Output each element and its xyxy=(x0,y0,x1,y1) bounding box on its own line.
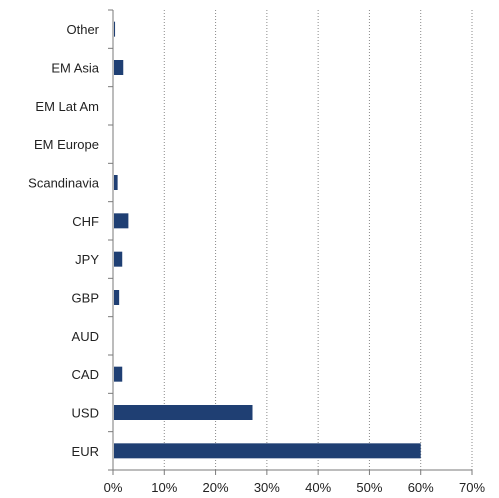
gridlines xyxy=(163,10,473,470)
x-tick-label: 70% xyxy=(459,480,485,495)
bar-eur xyxy=(114,443,421,459)
bar-cad xyxy=(114,366,123,382)
x-tick-label: 10% xyxy=(151,480,177,495)
x-tick-label: 40% xyxy=(305,480,331,495)
bar-jpy xyxy=(114,251,123,267)
bar-usd xyxy=(114,405,253,420)
category-label: Other xyxy=(66,22,99,37)
category-label: CHF xyxy=(72,214,99,229)
category-label: AUD xyxy=(72,329,99,344)
category-label: Scandinavia xyxy=(28,176,100,191)
bar-scandinavia xyxy=(114,175,118,190)
labels: 0% 10% 20% 30% 40% 50% 60% 70% EUR USD CAD AUD GBP JP… xyxy=(28,22,485,495)
axes xyxy=(108,9,473,475)
category-label: USD xyxy=(72,406,99,421)
category-label: GBP xyxy=(72,291,99,306)
x-tick-label: 0% xyxy=(104,480,123,495)
bar-chf xyxy=(114,213,129,229)
category-label: EM Europe xyxy=(34,137,99,152)
x-tick-label: 50% xyxy=(356,480,382,495)
category-label: JPY xyxy=(75,252,99,267)
category-label: EM Asia xyxy=(51,61,99,76)
category-label: CAD xyxy=(72,367,99,382)
x-tick-label: 30% xyxy=(254,480,280,495)
bar-gbp xyxy=(114,290,120,305)
bar-other xyxy=(114,21,116,37)
bars xyxy=(114,21,421,459)
category-label: EUR xyxy=(72,444,99,459)
category-label: EM Lat Am xyxy=(35,99,99,114)
x-tick-label: 60% xyxy=(408,480,434,495)
bar-em-asia xyxy=(114,60,124,75)
x-tick-label: 20% xyxy=(203,480,229,495)
